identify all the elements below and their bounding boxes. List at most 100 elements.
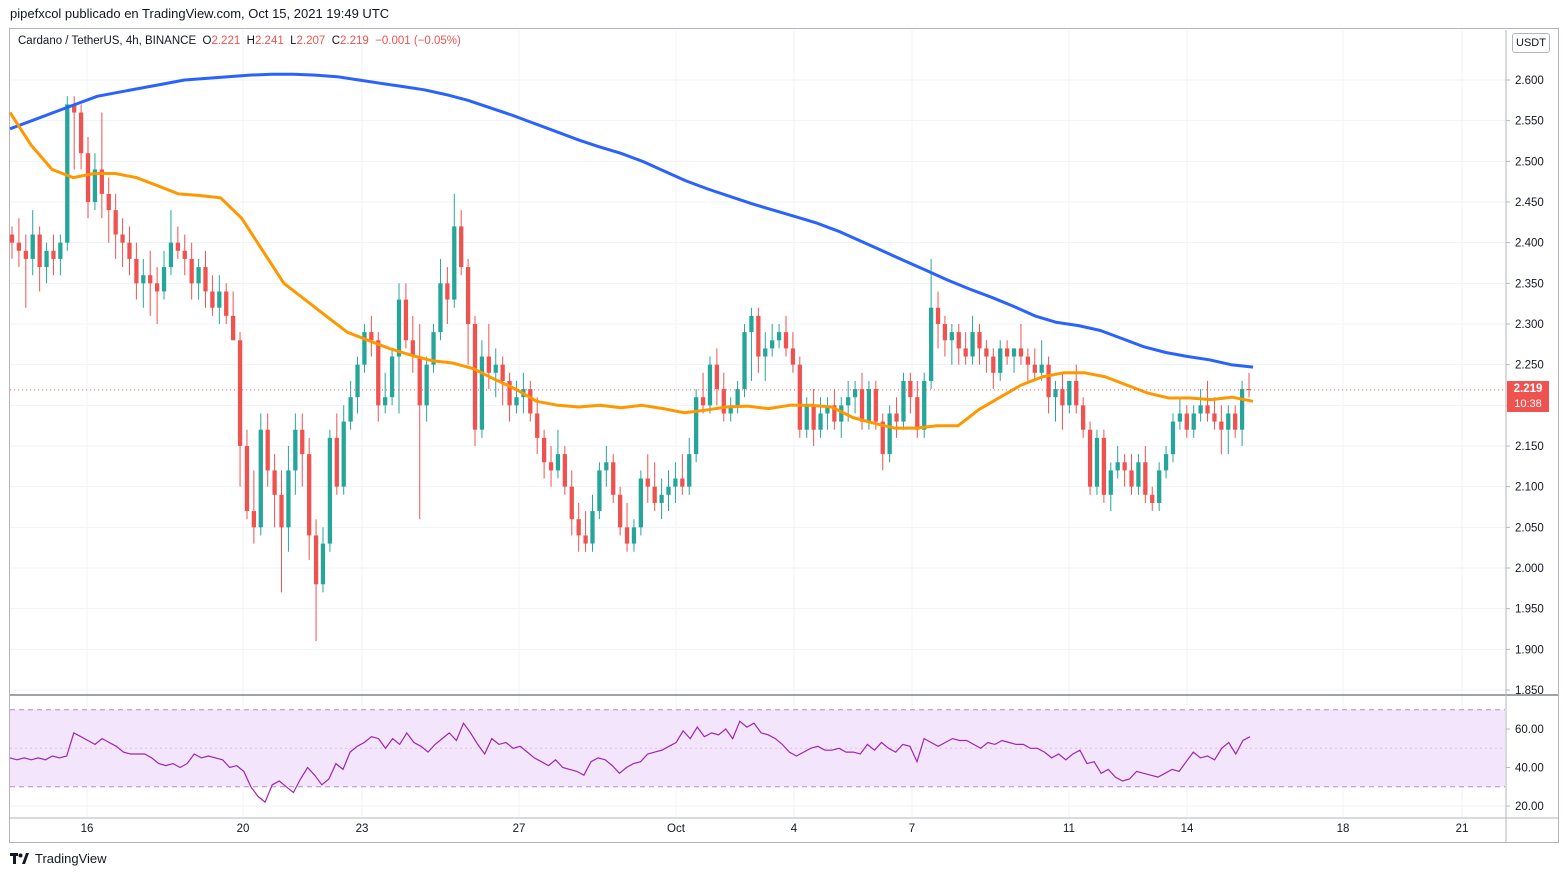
candle-body bbox=[1067, 380, 1072, 406]
candle-body bbox=[1115, 462, 1120, 471]
rsi-axis-label: 40.00 bbox=[1515, 763, 1544, 775]
candle-body bbox=[1198, 405, 1203, 414]
price-axis-label: 1.850 bbox=[1515, 685, 1544, 697]
tradingview-logo-icon bbox=[10, 852, 29, 864]
candle-body bbox=[673, 478, 678, 487]
candle-body bbox=[859, 389, 865, 422]
candle-body bbox=[866, 389, 872, 422]
candle-body bbox=[1053, 389, 1058, 398]
candle-body bbox=[514, 397, 519, 406]
candle-body bbox=[355, 364, 360, 398]
candle-body bbox=[604, 462, 609, 471]
candle-body bbox=[901, 380, 906, 422]
rsi-band bbox=[10, 709, 1505, 788]
candle-body bbox=[369, 332, 374, 341]
time-axis-label: 11 bbox=[1063, 823, 1075, 835]
candle-body bbox=[991, 356, 996, 373]
candle-body bbox=[500, 364, 505, 381]
candle-body bbox=[9, 234, 15, 243]
candle-body bbox=[403, 299, 409, 341]
candle-body bbox=[410, 340, 415, 357]
candle-body bbox=[569, 486, 574, 520]
candle-body bbox=[472, 324, 478, 430]
candle-body bbox=[583, 535, 588, 544]
candle-body bbox=[700, 397, 706, 406]
time-axis-label: 23 bbox=[356, 823, 369, 835]
price-axis: 2.600 2.550 2.500 2.450 2.400 2.350 2.300 2.250… bbox=[1505, 30, 1544, 842]
grid-lines bbox=[10, 30, 1505, 817]
price-axis-label: 1.900 bbox=[1515, 644, 1544, 656]
candle-body bbox=[1233, 413, 1238, 430]
candle-body bbox=[1184, 413, 1189, 430]
candle-body bbox=[203, 267, 208, 292]
candle-body bbox=[230, 315, 236, 341]
candle-body bbox=[320, 543, 326, 585]
candle-body bbox=[168, 242, 174, 268]
candle-body bbox=[1122, 462, 1127, 471]
candle-body bbox=[113, 210, 118, 235]
candle-body bbox=[680, 478, 685, 487]
candle-body bbox=[217, 291, 222, 308]
candle-body bbox=[528, 389, 533, 414]
candle-body bbox=[486, 356, 491, 373]
candle-body bbox=[154, 283, 160, 292]
candle-body bbox=[984, 348, 989, 357]
candle-body bbox=[51, 250, 56, 259]
candlesticks bbox=[9, 96, 1252, 642]
candle-body bbox=[134, 258, 139, 284]
candle-body bbox=[210, 291, 215, 308]
tradingview-brand: TradingView bbox=[35, 851, 107, 866]
time-axis-label: 21 bbox=[1456, 823, 1469, 835]
candle-body bbox=[1226, 413, 1231, 430]
candle-body bbox=[479, 356, 485, 430]
candle-body bbox=[334, 437, 339, 487]
candle-body bbox=[293, 429, 298, 471]
candle-body bbox=[714, 364, 720, 390]
candle-body bbox=[465, 267, 471, 324]
ma-200-line bbox=[9, 72, 1254, 369]
currency-badge[interactable]: USDT bbox=[1512, 33, 1550, 53]
candle-body bbox=[638, 478, 644, 528]
candle-body bbox=[396, 299, 402, 357]
candle-body bbox=[92, 169, 98, 202]
publisher-line: pipefxcol publicado en TradingView.com, … bbox=[10, 6, 390, 21]
time-axis-label: 18 bbox=[1337, 823, 1350, 835]
rsi-axis-label: 20.00 bbox=[1515, 801, 1544, 813]
candle-body bbox=[507, 380, 512, 406]
candle-body bbox=[58, 242, 63, 259]
candle-body bbox=[141, 275, 146, 284]
chart-frame bbox=[9, 28, 1559, 843]
candle-body bbox=[1004, 348, 1010, 357]
candle-body bbox=[1129, 470, 1134, 487]
candle-body bbox=[272, 470, 277, 495]
symbol-name[interactable]: Cardano / TetherUS, 4h, BINANCE bbox=[18, 35, 197, 47]
candle-body bbox=[348, 397, 353, 422]
candle-body bbox=[1157, 470, 1162, 503]
price-axis-label: 2.100 bbox=[1515, 482, 1544, 494]
candle-body bbox=[846, 397, 851, 406]
candle-body bbox=[562, 454, 567, 487]
candle-body bbox=[30, 234, 35, 259]
candle-body bbox=[783, 332, 789, 349]
candle-body bbox=[776, 332, 782, 341]
candle-body bbox=[970, 332, 975, 357]
candle-body bbox=[313, 535, 319, 585]
candle-body bbox=[237, 340, 243, 446]
candle-body bbox=[300, 429, 305, 455]
candle-body bbox=[590, 511, 595, 544]
last-price-value: 2.219 bbox=[1513, 383, 1543, 395]
candle-body bbox=[244, 446, 250, 512]
tradingview-logo[interactable]: TradingView bbox=[10, 851, 107, 866]
candle-body bbox=[1108, 470, 1113, 495]
candle-body bbox=[1212, 413, 1217, 422]
candle-body bbox=[555, 454, 561, 471]
candle-body bbox=[735, 389, 740, 406]
candle-body bbox=[922, 380, 927, 430]
candle-body bbox=[611, 462, 616, 495]
candle-body bbox=[23, 250, 28, 259]
close-label: C bbox=[331, 35, 341, 47]
price-axis-label: 2.350 bbox=[1515, 278, 1544, 290]
candle-body bbox=[1081, 405, 1086, 430]
candle-body bbox=[887, 413, 892, 455]
